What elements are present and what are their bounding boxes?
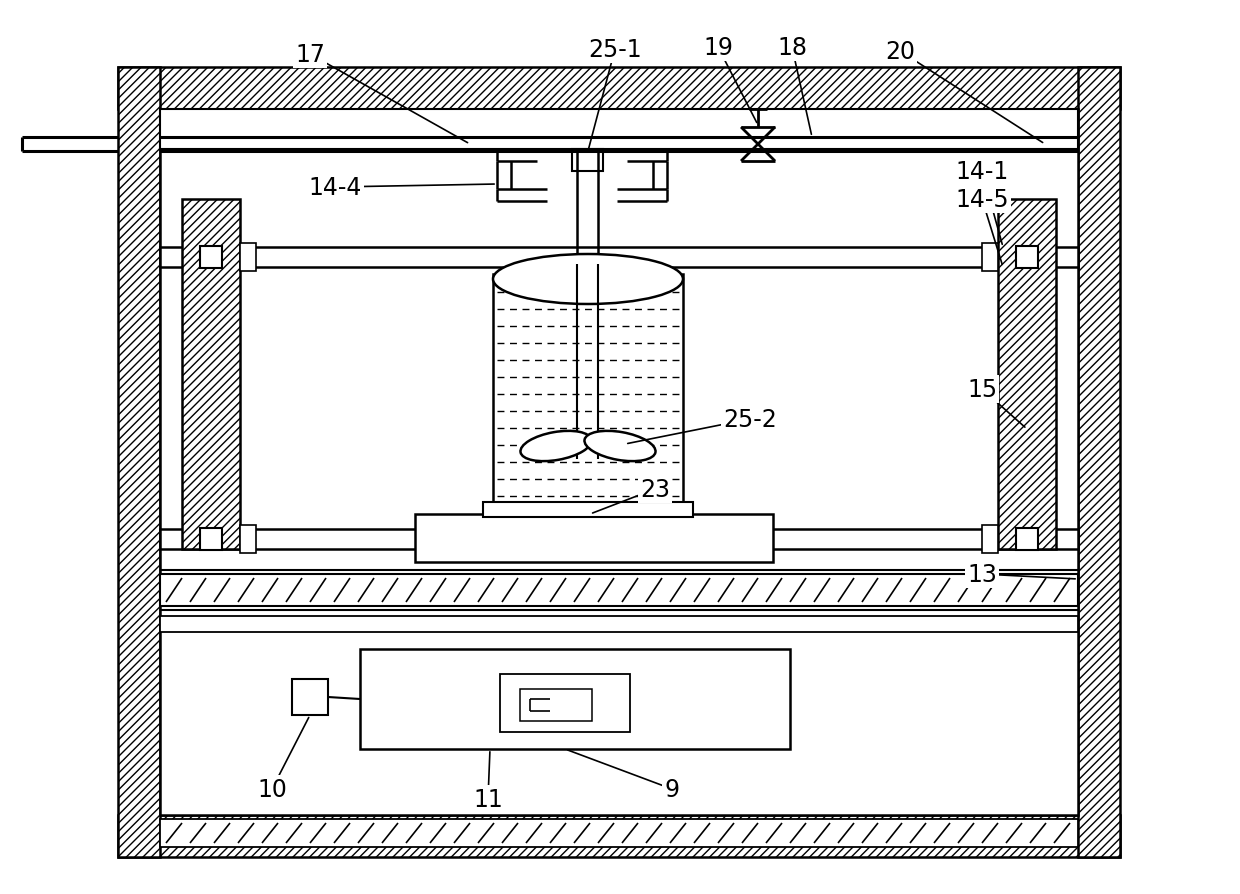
Bar — [982, 526, 998, 553]
Bar — [200, 528, 222, 551]
Text: 14-5: 14-5 — [955, 188, 1009, 212]
Text: 10: 10 — [257, 777, 286, 801]
Text: 13: 13 — [967, 562, 997, 586]
Bar — [200, 247, 222, 269]
Text: 20: 20 — [885, 40, 915, 64]
Text: 19: 19 — [703, 36, 733, 60]
Bar — [572, 150, 603, 172]
Text: 9: 9 — [665, 777, 680, 801]
Bar — [1016, 247, 1038, 269]
Bar — [118, 68, 1120, 110]
Bar — [241, 244, 255, 272]
Bar — [160, 248, 1078, 267]
Bar — [160, 819, 1078, 847]
Ellipse shape — [494, 255, 683, 305]
Bar — [520, 689, 591, 721]
Text: 14-1: 14-1 — [955, 160, 1008, 184]
Text: 15: 15 — [967, 377, 997, 401]
Bar — [160, 616, 1078, 632]
Bar — [160, 110, 1078, 150]
Bar — [241, 526, 255, 553]
Ellipse shape — [521, 432, 591, 461]
Bar — [182, 199, 241, 550]
Bar — [1016, 528, 1038, 551]
Bar — [291, 679, 329, 715]
Bar — [494, 274, 683, 514]
Text: 17: 17 — [295, 43, 325, 67]
Bar — [360, 649, 790, 749]
Bar — [982, 244, 998, 272]
Bar — [500, 674, 630, 732]
Text: 25-1: 25-1 — [588, 38, 642, 62]
Bar — [484, 502, 693, 518]
Text: 25-2: 25-2 — [723, 408, 777, 432]
Text: 14-4: 14-4 — [309, 176, 362, 199]
Bar — [118, 815, 1120, 857]
Bar — [1078, 68, 1120, 857]
Bar — [998, 199, 1056, 550]
Bar — [160, 574, 1078, 606]
Bar — [160, 529, 1078, 550]
Text: 23: 23 — [640, 477, 670, 502]
Ellipse shape — [584, 432, 656, 461]
Bar — [415, 514, 773, 562]
Text: 18: 18 — [777, 36, 807, 60]
Text: 11: 11 — [474, 787, 503, 811]
Bar — [160, 110, 1078, 815]
Bar — [118, 68, 160, 857]
